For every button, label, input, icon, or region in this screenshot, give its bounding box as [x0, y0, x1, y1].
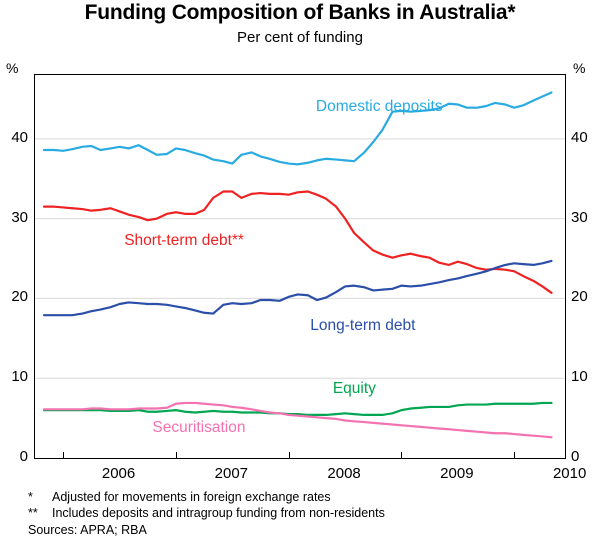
x-tick-2007 — [175, 452, 177, 459]
series-label-equity: Equity — [332, 380, 376, 398]
chart-subtitle: Per cent of funding — [237, 29, 363, 46]
x-tick-label-2006: 2006 — [101, 465, 136, 482]
y-axis-unit-right: % — [573, 60, 586, 76]
y-tick-label-right-30: 30 — [571, 208, 588, 226]
x-tick-2006 — [63, 452, 65, 459]
footnotes: * Adjusted for movements in foreign exch… — [28, 489, 598, 521]
series-line-long-term-debt — [44, 261, 551, 315]
sources-line: Sources: APRA; RBA — [28, 523, 147, 537]
y-tick-label-right-20: 20 — [571, 288, 588, 306]
x-tick-label-2007: 2007 — [214, 465, 249, 482]
series-line-securitisation — [44, 403, 551, 437]
x-tick-2008 — [288, 452, 290, 459]
y-tick-label-left-30: 30 — [11, 208, 28, 226]
series-line-equity — [44, 403, 551, 415]
plot-area — [34, 74, 566, 459]
y-tick-label-right-0: 0 — [571, 448, 580, 465]
footnote-1: * Adjusted for movements in foreign exch… — [28, 489, 598, 505]
footnote-1-text: Adjusted for movements in foreign exchan… — [52, 490, 331, 504]
x-tick-label-2010: 2010 — [552, 465, 587, 482]
footnote-2: ** Includes deposits and intragroup fund… — [28, 505, 598, 521]
footnote-2-text: Includes deposits and intragroup funding… — [52, 506, 385, 520]
y-tick-label-right-10: 10 — [571, 368, 588, 386]
x-tick-2010 — [514, 452, 516, 459]
series-label-securitisation: Securitisation — [152, 418, 246, 436]
y-tick-label-left-0: 0 — [19, 448, 28, 465]
series-label-domestic-deposits: Domestic deposits — [315, 97, 443, 115]
series-label-short-term-debt: Short-term debt** — [124, 231, 244, 249]
x-tick-2009 — [401, 452, 403, 459]
y-tick-label-left-20: 20 — [11, 288, 28, 306]
y-tick-label-left-40: 40 — [11, 128, 28, 146]
series-line-short-term-debt — [44, 192, 551, 293]
x-tick-label-2009: 2009 — [440, 465, 474, 482]
series-line-domestic-deposits — [44, 93, 551, 165]
y-tick-label-left-10: 10 — [11, 368, 28, 386]
page-title: Funding Composition of Banks in Australi… — [84, 1, 516, 24]
series-label-long-term-debt: Long-term debt — [310, 316, 416, 334]
series-canvas — [35, 75, 565, 458]
y-axis-unit-left: % — [6, 60, 19, 76]
footnote-1-mark: * — [28, 490, 33, 504]
x-tick-label-2008: 2008 — [327, 465, 361, 482]
footnote-2-mark: ** — [28, 506, 38, 520]
y-tick-label-right-40: 40 — [571, 128, 588, 146]
